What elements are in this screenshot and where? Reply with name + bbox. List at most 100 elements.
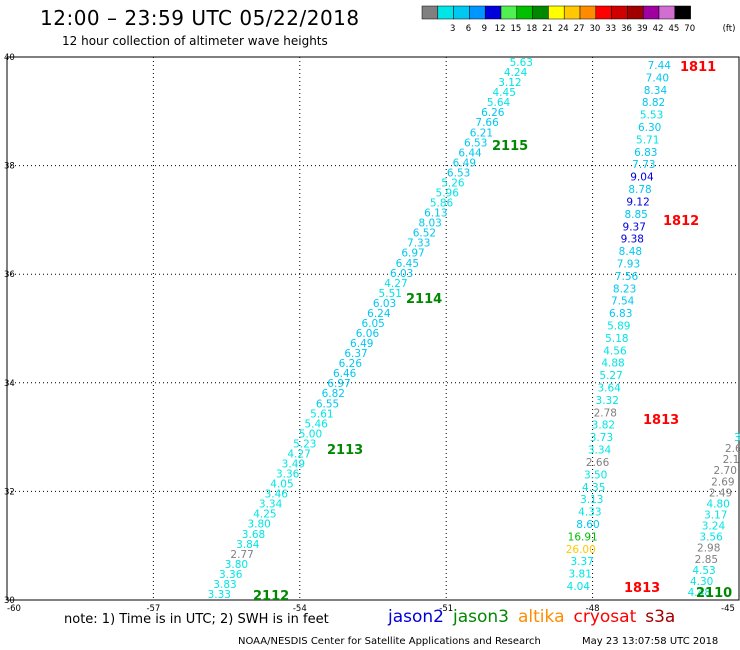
swh-value-label: 3.36 (276, 469, 300, 481)
swh-value-label: 3.56 (699, 532, 723, 544)
swh-value-label: 4.24 (504, 67, 528, 79)
swh-value-label: 8.78 (628, 184, 651, 196)
swh-value-label: 6.49 (453, 157, 476, 169)
legend-tick-label: 45 (668, 24, 679, 34)
swh-value-label: 8.48 (619, 246, 642, 258)
swh-value-label: 3.73 (590, 432, 613, 444)
swh-value-label: 6.49 (350, 338, 373, 350)
swh-value-label: 4.04 (567, 581, 591, 593)
track-id-label: 2115 (492, 139, 528, 154)
swh-value-label: 8.82 (642, 97, 665, 109)
legend-tick-label: 42 (653, 24, 664, 34)
swh-value-label: 2.49 (709, 487, 732, 499)
swh-value-label: 5.00 (299, 428, 322, 440)
swh-value-label: 8.85 (624, 209, 647, 221)
legend-tick-label: 15 (510, 24, 521, 34)
legend-tick-label: 21 (542, 24, 553, 34)
swh-value-label: 7.33 (407, 238, 430, 250)
swh-value-label: 4.35 (582, 482, 605, 494)
lon-tick-label: -54 (293, 604, 307, 614)
footer-note: note: 1) Time is in UTC; 2) SWH is in fe… (64, 612, 329, 627)
lat-tick-label: 36 (4, 270, 15, 280)
swh-value-label: 4.48 (688, 587, 711, 599)
track-id-label: 1813 (643, 413, 679, 428)
swh-value-label: 3.50 (584, 469, 607, 481)
swh-value-label: 3.80 (247, 519, 270, 531)
swh-value-label: 3.81 (569, 569, 592, 581)
swh-value-label: 2.66 (586, 457, 610, 469)
track-id-label: 1812 (663, 214, 699, 229)
color-legend: 3 6 9 12 15 18 21 24 27 30 33 36 39 42 45 70 (ft) (421, 5, 735, 34)
lat-tick-label: 32 (4, 487, 15, 497)
swh-value-label: 6.13 (424, 208, 447, 220)
swh-value-label: 3.64 (597, 383, 621, 395)
swh-value-label: 6.55 (316, 398, 339, 410)
swh-value-label: 8.23 (613, 283, 636, 295)
swh-value-label: 16.91 (568, 531, 598, 543)
track-id-label: 1811 (680, 60, 716, 75)
swh-value-label: 6.53 (447, 167, 470, 179)
swh-value-label: 4.27 (287, 448, 310, 460)
swh-value-label: 7.40 (646, 72, 669, 84)
legend-swatch (674, 5, 691, 20)
satellite-legend-item: jason3 (453, 607, 509, 627)
swh-value-label: 3.24 (702, 521, 726, 533)
swh-value-label: 4.45 (493, 87, 516, 99)
swh-value-label: 2.6 (725, 443, 740, 455)
swh-value-label: 4.30 (690, 576, 713, 588)
swh-value-label: 6.26 (339, 358, 363, 370)
swh-value-label: 6.83 (609, 308, 632, 320)
legend-tick-label: 9 (482, 24, 487, 34)
satellite-legend-item: altika (518, 607, 565, 627)
swh-value-label: 4.56 (603, 345, 627, 357)
swh-value-label: 4.05 (270, 479, 293, 491)
legend-tick-label: 3 (450, 24, 455, 34)
track-id-label: 2113 (327, 443, 363, 458)
swh-value-label: 3.12 (498, 77, 521, 89)
legend-tick-label: 39 (637, 24, 648, 34)
swh-value-label: 8.60 (576, 519, 599, 531)
swh-value-label: 6.46 (333, 368, 357, 380)
swh-value-label: 5.26 (441, 177, 465, 189)
swh-value-label: 9.38 (621, 234, 644, 246)
swh-value-label: 4.80 (706, 498, 729, 510)
legend-tick-label: 18 (526, 24, 537, 34)
swh-value-label: 3.84 (236, 539, 260, 551)
swh-value-label: 2.1 (723, 454, 740, 466)
swh-value-label: 3.36 (219, 569, 243, 581)
swh-value-label: 9.37 (623, 221, 646, 233)
swh-value-label: 3.80 (225, 559, 248, 571)
swh-value-label: 2.69 (711, 476, 734, 488)
swh-value-label: 7.44 (648, 60, 672, 72)
lat-tick-label: 30 (4, 596, 15, 606)
swh-value-label: 3.17 (704, 510, 727, 522)
lon-tick-label: -45 (721, 604, 735, 614)
swh-value-label: 6.97 (401, 248, 424, 260)
swh-value-label: 4.53 (692, 565, 715, 577)
lat-tick-label: 40 (4, 53, 15, 63)
swh-value-label: 2.85 (695, 554, 718, 566)
map-title: 12:00 – 23:59 UTC 05/22/2018 (40, 6, 360, 30)
swh-value-label: 4.88 (601, 358, 624, 370)
swh-value-label: 4.27 (384, 278, 407, 290)
swh-value-label: 6.06 (356, 328, 380, 340)
lat-tick-label: 38 (4, 162, 15, 172)
swh-value-label: 3.49 (282, 459, 305, 471)
swh-value-label: 6.21 (470, 127, 493, 139)
swh-value-label: 5.71 (636, 134, 659, 146)
swh-value-label: 26.00 (566, 544, 596, 556)
swh-value-label: 5.23 (293, 438, 316, 450)
legend-tick-label: 27 (574, 24, 585, 34)
swh-value-label: 2.77 (230, 549, 253, 561)
swh-value-label: 6.03 (390, 268, 413, 280)
swh-value-label: 6.26 (481, 107, 505, 119)
swh-value-label: 3.68 (242, 529, 265, 541)
swh-value-label: 3.34 (259, 499, 283, 511)
lat-tick-label: 34 (4, 379, 15, 389)
swh-value-label: 6.52 (413, 228, 436, 240)
swh-value-label: 6.03 (373, 298, 396, 310)
swh-value-label: 7.66 (475, 117, 499, 129)
track-id-label: 2114 (406, 292, 442, 307)
swh-value-label: 5.53 (640, 110, 663, 122)
